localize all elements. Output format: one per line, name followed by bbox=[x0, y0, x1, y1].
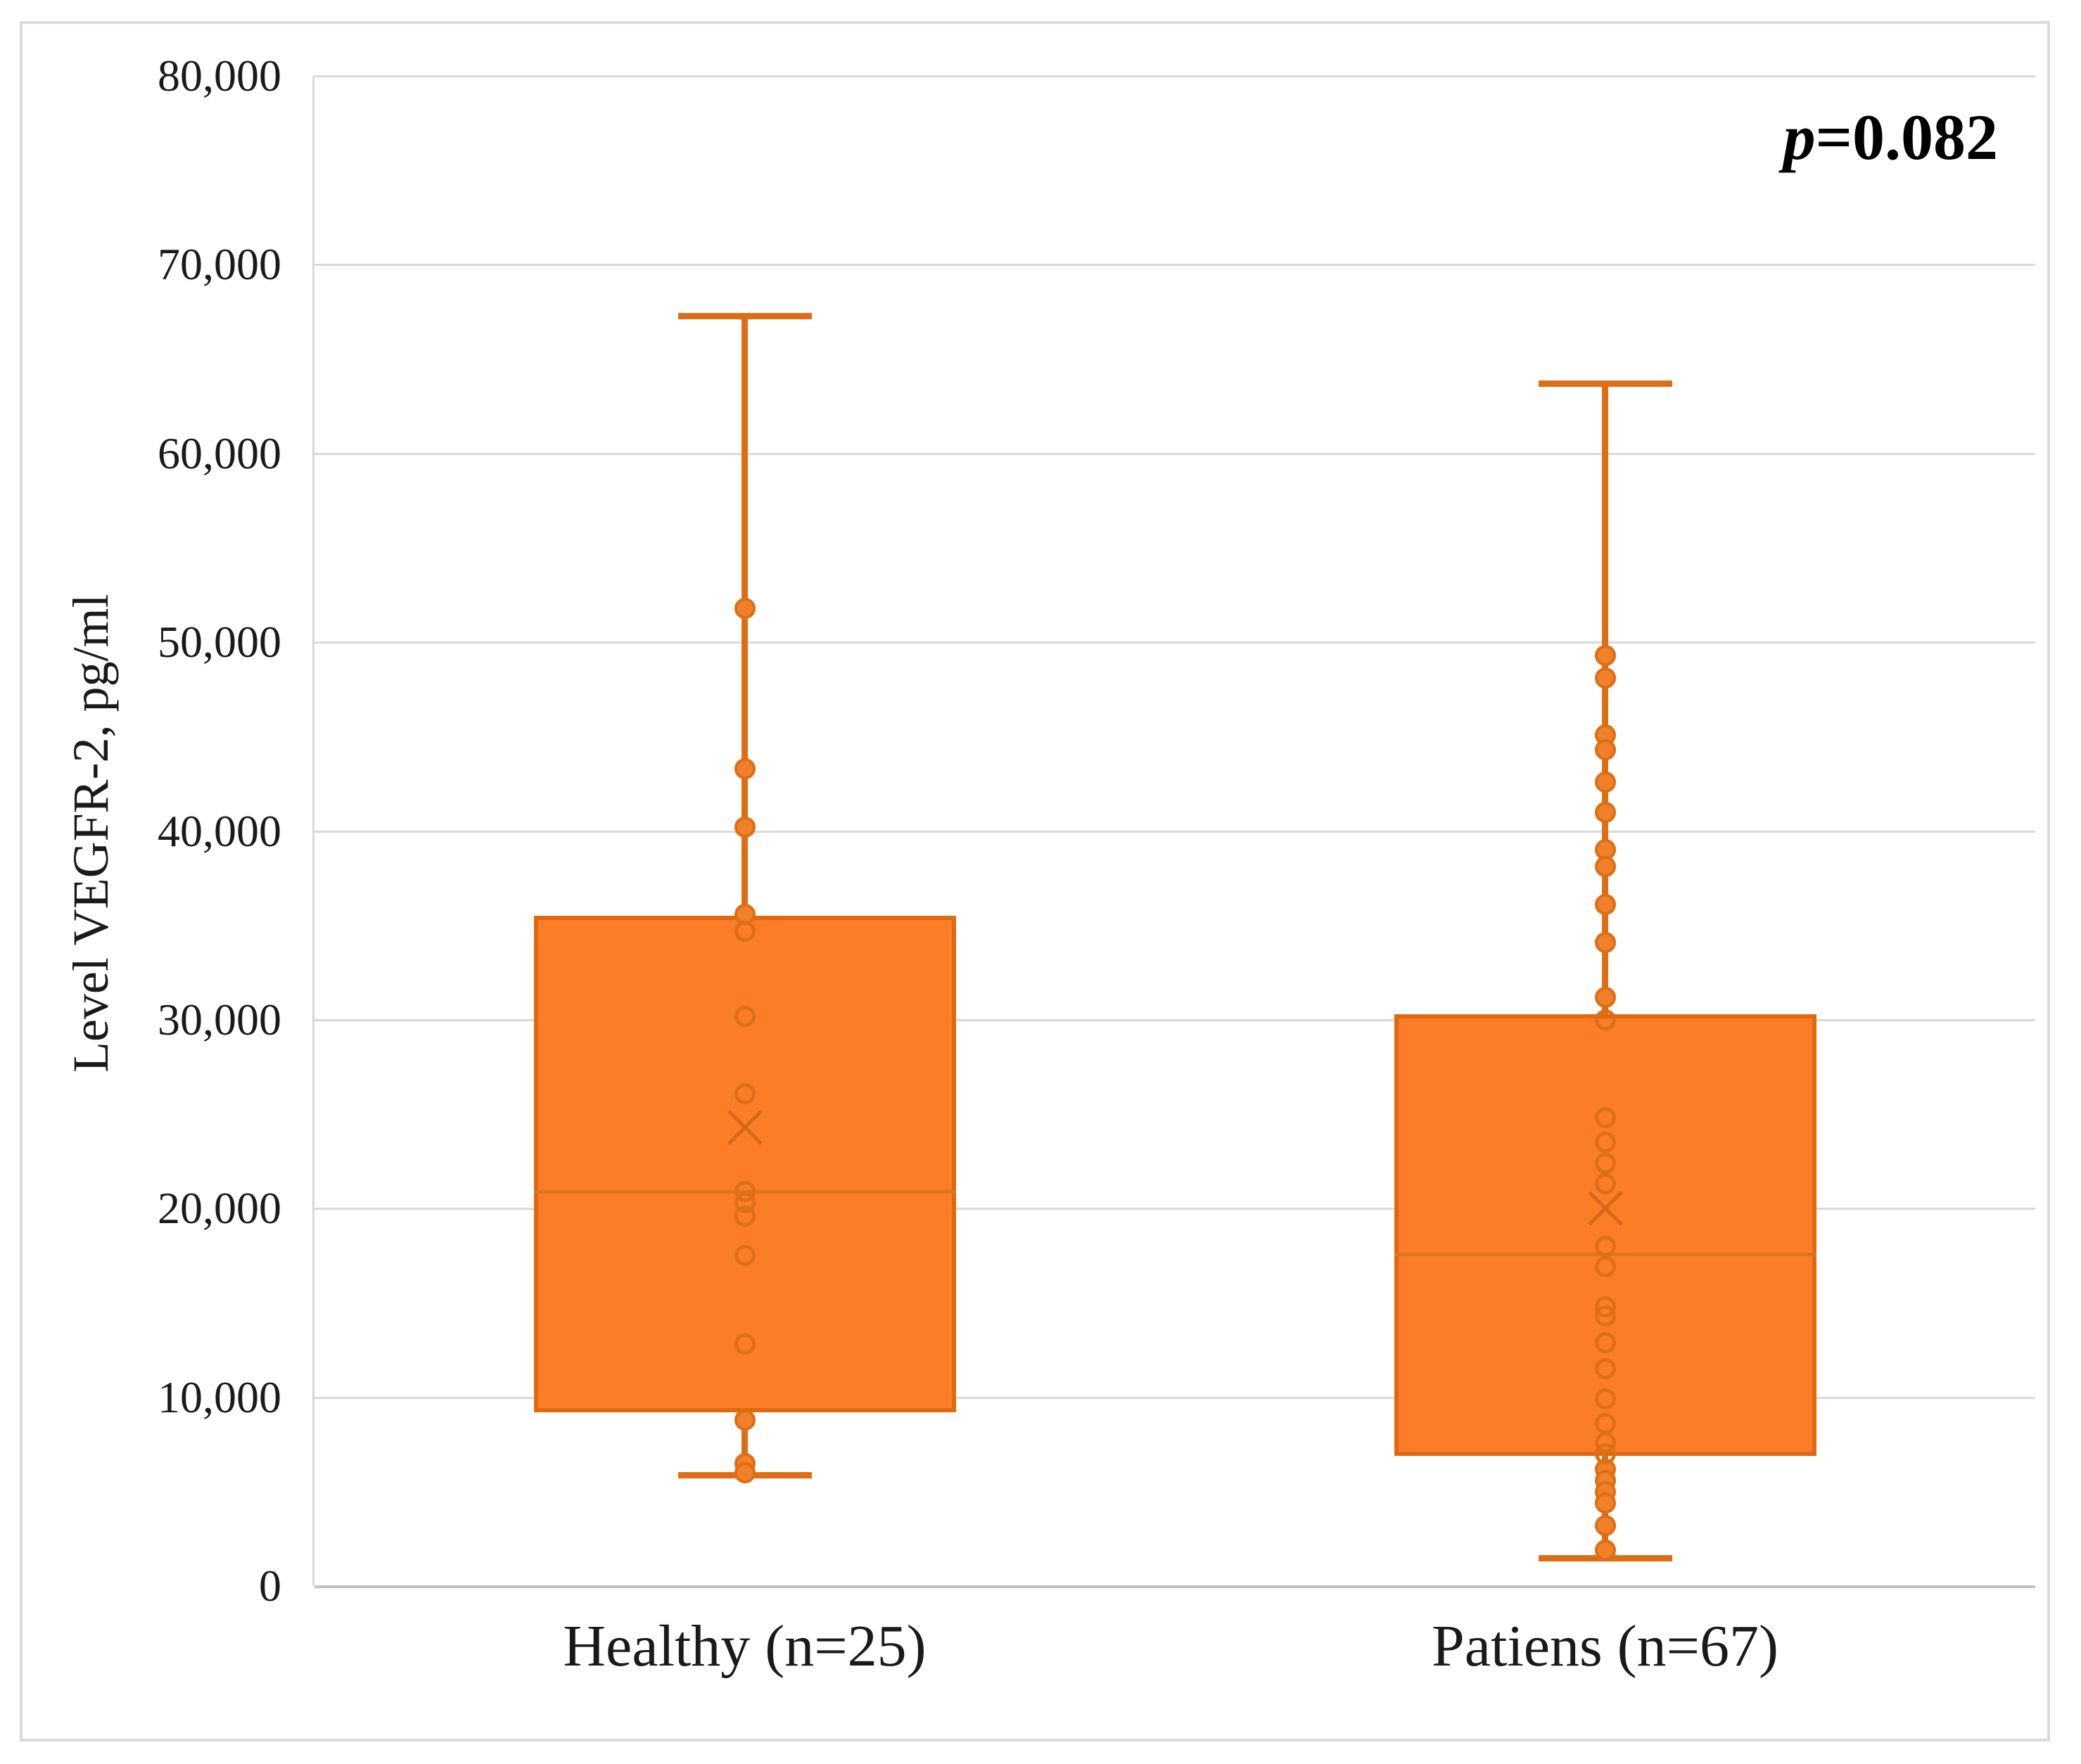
upper-whisker-1 bbox=[1602, 383, 1608, 1014]
data-point-open-0-1 bbox=[734, 1005, 756, 1027]
data-point-open-0-5 bbox=[734, 1205, 756, 1227]
data-point-open-0-2 bbox=[734, 1082, 756, 1104]
gridline-10000 bbox=[314, 1396, 2035, 1399]
data-point-filled-0-2 bbox=[734, 817, 756, 838]
data-point-open-1-4 bbox=[1594, 1173, 1616, 1195]
data-point-open-0-7 bbox=[734, 1334, 756, 1355]
y-tick-label-30000: 30,000 bbox=[158, 994, 281, 1044]
p-value-text: =0.082 bbox=[1815, 101, 1998, 173]
p-value-annotation: p=0.082 bbox=[1337, 100, 1998, 174]
data-point-open-1-12 bbox=[1594, 1413, 1616, 1435]
gridline-30000 bbox=[314, 1018, 2035, 1021]
gridline-60000 bbox=[314, 452, 2035, 455]
y-tick-label-70000: 70,000 bbox=[158, 239, 281, 290]
data-point-open-1-9 bbox=[1594, 1331, 1616, 1353]
data-point-open-1-10 bbox=[1594, 1358, 1616, 1380]
data-point-open-1-5 bbox=[1594, 1235, 1616, 1257]
data-point-filled-1-9 bbox=[1594, 931, 1616, 953]
lower-whisker-0 bbox=[742, 1412, 748, 1475]
data-point-filled-1-15 bbox=[1594, 1515, 1616, 1537]
gridline-40000 bbox=[314, 830, 2035, 833]
data-point-open-1-6 bbox=[1594, 1256, 1616, 1278]
data-point-open-1-1 bbox=[1594, 1107, 1616, 1129]
y-tick-label-40000: 40,000 bbox=[158, 805, 281, 856]
data-point-filled-1-7 bbox=[1594, 856, 1616, 878]
max-cap-0 bbox=[677, 312, 812, 319]
data-point-open-1-8 bbox=[1594, 1305, 1616, 1327]
data-point-filled-1-10 bbox=[1594, 986, 1616, 1008]
data-point-filled-0-0 bbox=[734, 597, 756, 619]
data-point-filled-1-4 bbox=[1594, 771, 1616, 793]
category-label-healthy: Healthy (n=25) bbox=[563, 1613, 927, 1679]
y-tick-label-0: 0 bbox=[259, 1561, 281, 1611]
y-tick-label-10000: 10,000 bbox=[158, 1372, 281, 1422]
y-tick-label-80000: 80,000 bbox=[158, 51, 281, 101]
y-axis-line bbox=[312, 76, 314, 1586]
y-tick-label-50000: 50,000 bbox=[158, 617, 281, 667]
data-point-filled-0-1 bbox=[734, 758, 756, 779]
data-point-open-1-3 bbox=[1594, 1152, 1616, 1174]
p-symbol: p bbox=[1783, 101, 1816, 173]
data-point-filled-1-5 bbox=[1594, 801, 1616, 823]
gridline-50000 bbox=[314, 641, 2035, 644]
mean-marker-1 bbox=[1585, 1188, 1626, 1229]
mean-marker-0 bbox=[725, 1107, 765, 1148]
y-tick-label-60000: 60,000 bbox=[158, 428, 281, 478]
gridline-70000 bbox=[314, 264, 2035, 267]
data-point-open-1-11 bbox=[1594, 1388, 1616, 1410]
x-axis-line bbox=[314, 1585, 2035, 1588]
category-label-patiens: Patiens (n=67) bbox=[1432, 1613, 1778, 1679]
data-point-filled-0-4 bbox=[734, 1409, 756, 1431]
data-point-open-1-0 bbox=[1594, 1009, 1616, 1030]
data-point-filled-1-8 bbox=[1594, 894, 1616, 916]
gridline-80000 bbox=[314, 75, 2035, 77]
data-point-open-1-2 bbox=[1594, 1132, 1616, 1153]
data-point-filled-1-16 bbox=[1594, 1540, 1616, 1561]
data-point-filled-0-6 bbox=[734, 1462, 756, 1483]
y-tick-label-20000: 20,000 bbox=[158, 1183, 281, 1234]
gridline-20000 bbox=[314, 1208, 2035, 1210]
data-point-filled-1-1 bbox=[1594, 667, 1616, 689]
data-point-open-0-0 bbox=[734, 920, 756, 942]
data-point-open-0-6 bbox=[734, 1245, 756, 1267]
data-point-filled-1-14 bbox=[1594, 1492, 1616, 1514]
data-point-filled-1-0 bbox=[1594, 644, 1616, 666]
max-cap-1 bbox=[1538, 381, 1672, 388]
data-point-filled-1-3 bbox=[1594, 739, 1616, 761]
data-point-open-1-14 bbox=[1594, 1443, 1616, 1465]
box-1 bbox=[1394, 1014, 1816, 1456]
plot-area bbox=[312, 75, 2035, 1588]
box-0 bbox=[533, 916, 956, 1413]
